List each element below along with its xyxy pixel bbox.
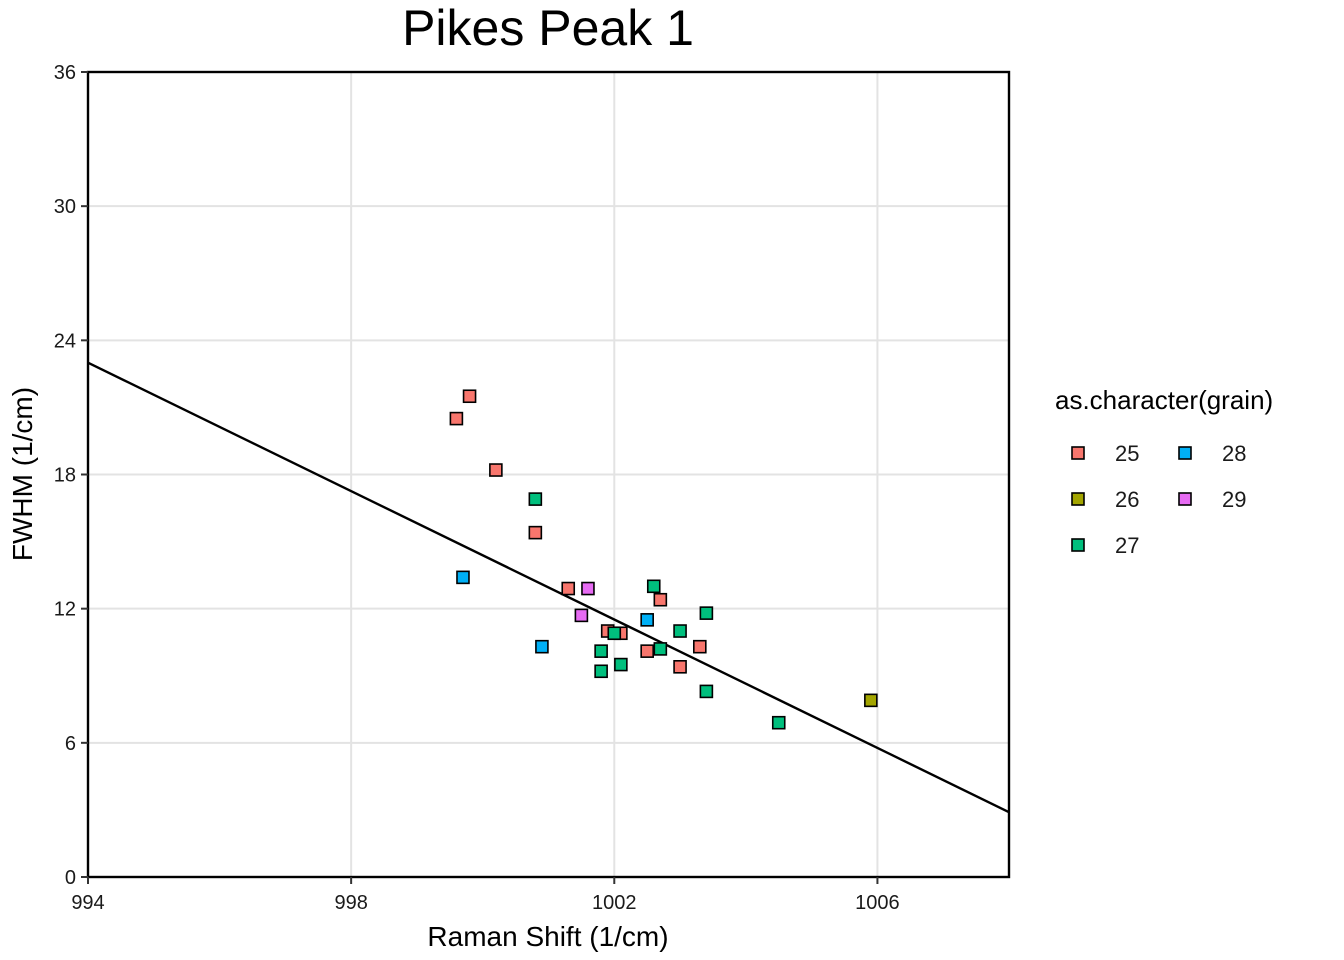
x-tick-label: 1002	[592, 892, 637, 914]
chart-title: Pikes Peak 1	[402, 0, 694, 56]
legend-label-26: 26	[1115, 487, 1139, 512]
legend-label-28: 28	[1222, 441, 1246, 466]
legend-label-25: 25	[1115, 441, 1139, 466]
x-tick-label: 998	[334, 892, 367, 914]
legend-key-26	[1071, 492, 1085, 506]
legend-key-29	[1178, 492, 1192, 506]
legend: as.character(grain) 25 26 27 28 29	[1055, 385, 1273, 558]
legend-key-25	[1071, 446, 1085, 460]
y-tick-label: 0	[65, 867, 76, 889]
data-point-grain-29	[581, 581, 595, 596]
data-point-grain-27	[699, 606, 714, 620]
axes: 994 998 1002 1006 0 6 12 18 24 30 36	[54, 62, 900, 914]
trendline-group	[87, 361, 1010, 814]
legend-title: as.character(grain)	[1055, 385, 1273, 415]
trendline	[87, 361, 1010, 814]
data-point-grain-27	[614, 657, 628, 672]
data-point-grain-27	[653, 642, 668, 656]
y-tick-label: 18	[54, 465, 76, 487]
y-tick-label: 12	[54, 599, 76, 621]
data-point-grain-25	[673, 660, 687, 674]
y-tick-label: 6	[65, 733, 76, 755]
data-point-grain-25	[653, 592, 668, 607]
data-point-grain-25	[561, 581, 576, 596]
data-point-grain-25	[462, 389, 477, 404]
legend-label-27: 27	[1115, 533, 1139, 558]
x-tick-label: 1006	[855, 892, 900, 914]
legend-key-27	[1071, 538, 1085, 552]
data-point-grain-27	[594, 664, 608, 679]
data-point-grain-25	[693, 639, 707, 654]
data-point-grain-27	[607, 626, 622, 641]
data-point-grain-29	[574, 608, 589, 623]
data-point-grain-27	[699, 684, 714, 699]
data-point-grain-27	[673, 624, 687, 638]
data-points	[449, 389, 878, 730]
grid-lines	[87, 71, 1009, 878]
data-point-grain-25	[449, 411, 464, 426]
data-point-grain-27	[771, 715, 786, 730]
legend-key-28	[1178, 446, 1192, 460]
data-point-grain-25	[528, 525, 543, 540]
data-point-grain-25	[489, 463, 503, 477]
data-point-grain-25	[640, 644, 654, 658]
legend-label-29: 29	[1222, 487, 1246, 512]
legend-items: 25 26 27 28 29	[1071, 441, 1246, 558]
x-axis-title: Raman Shift (1/cm)	[427, 921, 668, 952]
data-point-grain-27	[528, 492, 543, 506]
data-point-grain-28	[456, 570, 470, 585]
y-tick-label: 24	[54, 330, 76, 352]
y-axis-title: FWHM (1/cm)	[7, 387, 38, 561]
x-tick-label: 994	[71, 892, 104, 914]
data-point-grain-27	[594, 644, 608, 658]
data-point-grain-26	[864, 693, 878, 708]
data-point-grain-28	[535, 639, 549, 654]
y-tick-label: 36	[54, 62, 76, 84]
y-tick-label: 30	[54, 196, 76, 218]
data-point-grain-28	[640, 613, 654, 627]
data-point-grain-27	[646, 579, 661, 594]
